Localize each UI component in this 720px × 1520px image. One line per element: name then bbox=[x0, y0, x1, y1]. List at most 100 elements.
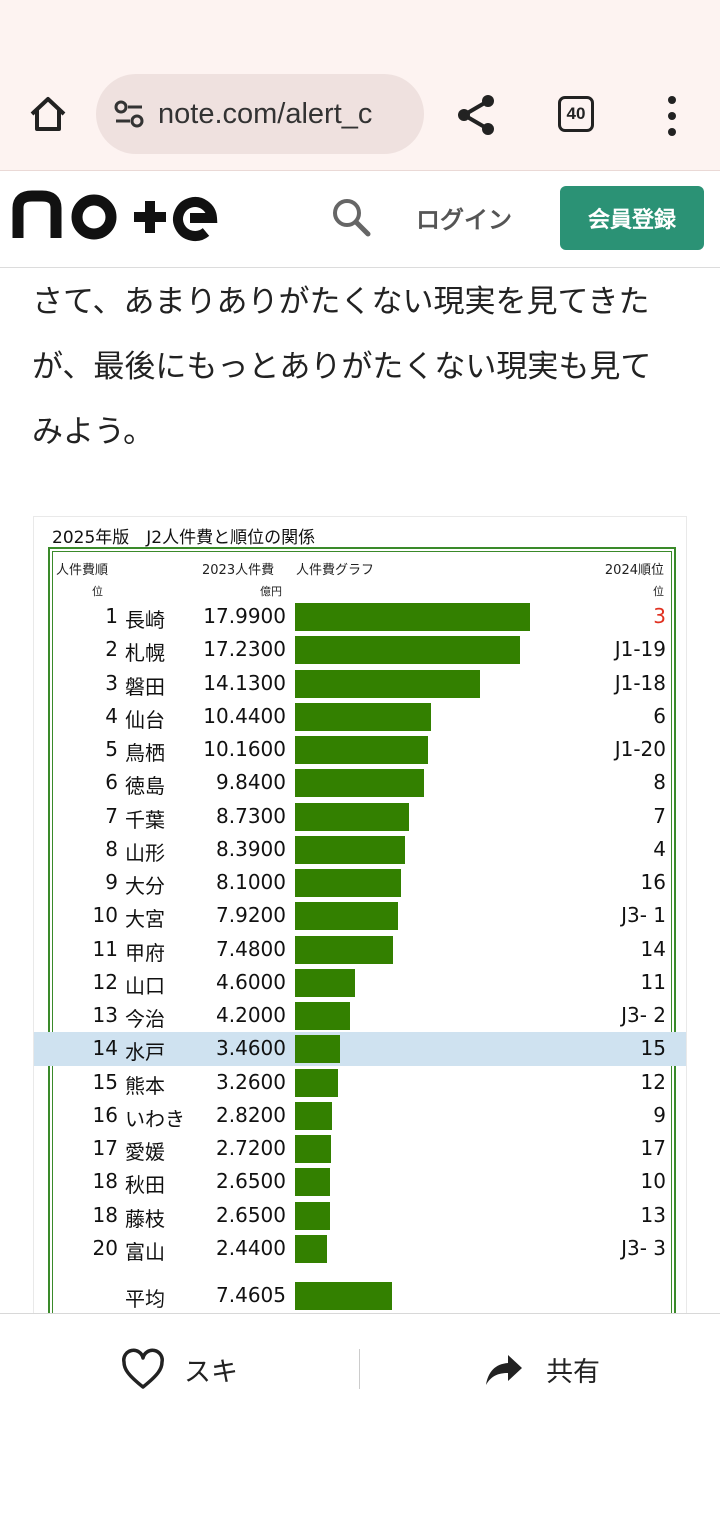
cost-bar bbox=[295, 636, 520, 665]
table-row: 18 藤枝 2.6500 13 bbox=[34, 1201, 686, 1234]
home-icon[interactable] bbox=[26, 92, 70, 136]
bottom-action-bar bbox=[0, 1313, 720, 1520]
cost-bar bbox=[295, 802, 409, 831]
average-bar bbox=[295, 1282, 392, 1310]
cost-bar bbox=[295, 869, 401, 897]
signup-button[interactable]: 会員登録 bbox=[560, 186, 704, 250]
share-button[interactable]: 共有 bbox=[546, 1357, 600, 1388]
rank-cell: 3 bbox=[105, 670, 118, 695]
position-cell: 3 bbox=[653, 604, 666, 628]
team-cell: 千葉 bbox=[125, 807, 165, 832]
table-row: 2 札幌 17.2300 J1-19 bbox=[34, 635, 686, 668]
position-cell: J1-18 bbox=[614, 670, 666, 695]
chart-title: 2025年版 J2人件費と順位の関係 bbox=[52, 528, 316, 548]
rank-cell: 18 bbox=[92, 1169, 118, 1194]
rank-cell: 8 bbox=[105, 836, 118, 861]
team-cell: 山形 bbox=[125, 840, 165, 865]
cost-bar bbox=[295, 1234, 327, 1263]
url-text: note.com/alert_c bbox=[158, 97, 373, 130]
share-icon[interactable] bbox=[454, 92, 500, 138]
position-cell: J1-20 bbox=[614, 737, 666, 761]
article-paragraph: さて、あまりありがたくない現実を見てきた が、最後にもっとありがたくない現実も見… bbox=[32, 270, 692, 465]
position-cell: 10 bbox=[640, 1169, 666, 1194]
table-row: 9 大分 8.1000 16 bbox=[34, 868, 686, 901]
header-pos-sub: 位 bbox=[653, 585, 664, 598]
position-cell: 6 bbox=[653, 703, 666, 728]
like-button[interactable]: スキ bbox=[184, 1357, 238, 1388]
table-row: 12 山口 4.6000 11 bbox=[34, 968, 686, 1001]
cost-cell: 8.3900 bbox=[216, 836, 286, 861]
address-bar[interactable]: note.com/alert_c bbox=[96, 74, 424, 154]
heart-icon[interactable] bbox=[120, 1347, 166, 1393]
table-row: 4 仙台 10.4400 6 bbox=[34, 702, 686, 735]
team-cell: 大分 bbox=[125, 874, 165, 898]
table-row: 10 大宮 7.9200 J3- 1 bbox=[34, 901, 686, 934]
table-row: 13 今治 4.2000 J3- 2 bbox=[34, 1001, 686, 1034]
position-cell: 12 bbox=[640, 1069, 666, 1094]
rank-cell: 6 bbox=[105, 770, 118, 795]
rank-cell: 20 bbox=[92, 1235, 118, 1260]
article-line: が、最後にもっとありがたくない現実も見て bbox=[32, 349, 652, 385]
search-icon[interactable] bbox=[330, 196, 372, 238]
cost-cell: 4.2000 bbox=[216, 1003, 286, 1027]
cost-cell: 10.4400 bbox=[203, 703, 286, 728]
table-row: 8 山形 8.3900 4 bbox=[34, 835, 686, 868]
header-pos: 2024順位 bbox=[604, 563, 664, 578]
cost-bar bbox=[295, 1101, 332, 1130]
position-cell: 11 bbox=[640, 969, 666, 994]
average-row: 平均 7.4605 bbox=[34, 1281, 686, 1313]
chart-frame-inner bbox=[52, 551, 672, 1313]
team-cell: いわき bbox=[125, 1106, 185, 1131]
team-cell: 熊本 bbox=[125, 1073, 165, 1098]
login-link[interactable]: ログイン bbox=[416, 206, 512, 234]
position-cell: J3- 1 bbox=[621, 903, 666, 928]
table-row: 15 熊本 3.2600 12 bbox=[34, 1068, 686, 1101]
average-cost: 7.4605 bbox=[216, 1283, 286, 1307]
rank-cell: 2 bbox=[105, 637, 118, 662]
note-logo[interactable] bbox=[12, 186, 218, 246]
tab-switcher-button[interactable]: 40 bbox=[558, 96, 594, 132]
table-row: 3 磐田 14.1300 J1-18 bbox=[34, 669, 686, 702]
cost-cell: 14.1300 bbox=[203, 670, 286, 695]
action-divider bbox=[359, 1349, 360, 1389]
cost-bar bbox=[295, 1035, 340, 1064]
cost-cell: 2.7200 bbox=[216, 1136, 286, 1160]
cost-cell: 3.2600 bbox=[216, 1069, 286, 1094]
position-cell: 14 bbox=[640, 936, 666, 961]
cost-cell: 10.1600 bbox=[203, 737, 286, 761]
site-settings-icon[interactable] bbox=[112, 97, 146, 131]
cost-bar bbox=[295, 1068, 338, 1097]
rank-cell: 9 bbox=[105, 870, 118, 894]
row-highlight bbox=[34, 1032, 686, 1067]
table-row: 14 水戸 3.4600 15 bbox=[34, 1034, 686, 1067]
cost-cell: 8.1000 bbox=[216, 870, 286, 894]
rank-cell: 7 bbox=[105, 803, 118, 828]
more-menu-icon[interactable] bbox=[660, 94, 684, 138]
cost-cell: 4.6000 bbox=[216, 969, 286, 994]
rank-cell: 12 bbox=[92, 969, 118, 994]
cost-cell: 7.4800 bbox=[216, 936, 286, 961]
rank-cell: 14 bbox=[92, 1036, 118, 1061]
team-cell: 秋田 bbox=[125, 1173, 165, 1198]
cost-bar bbox=[295, 769, 424, 798]
table-row: 11 甲府 7.4800 14 bbox=[34, 935, 686, 968]
cost-bar bbox=[295, 603, 530, 631]
cost-cell: 9.8400 bbox=[216, 770, 286, 795]
cost-bar bbox=[295, 935, 393, 964]
rank-cell: 10 bbox=[92, 903, 118, 928]
header-graph: 人件費グラフ bbox=[296, 563, 375, 578]
cost-bar bbox=[295, 902, 398, 931]
cost-bar bbox=[295, 1002, 350, 1030]
team-cell: 長崎 bbox=[125, 608, 165, 632]
share-arrow-icon[interactable] bbox=[484, 1352, 524, 1388]
chart-frame bbox=[48, 547, 676, 1313]
header-rank-sub: 位 bbox=[92, 585, 103, 598]
position-cell: J1-19 bbox=[614, 637, 666, 662]
position-cell: 13 bbox=[640, 1202, 666, 1227]
rank-cell: 16 bbox=[92, 1102, 118, 1127]
table-row: 16 いわき 2.8200 9 bbox=[34, 1101, 686, 1134]
team-cell: 山口 bbox=[125, 973, 165, 998]
cost-cell: 17.2300 bbox=[203, 637, 286, 662]
cost-bar bbox=[295, 702, 431, 731]
team-cell: 仙台 bbox=[125, 707, 165, 732]
